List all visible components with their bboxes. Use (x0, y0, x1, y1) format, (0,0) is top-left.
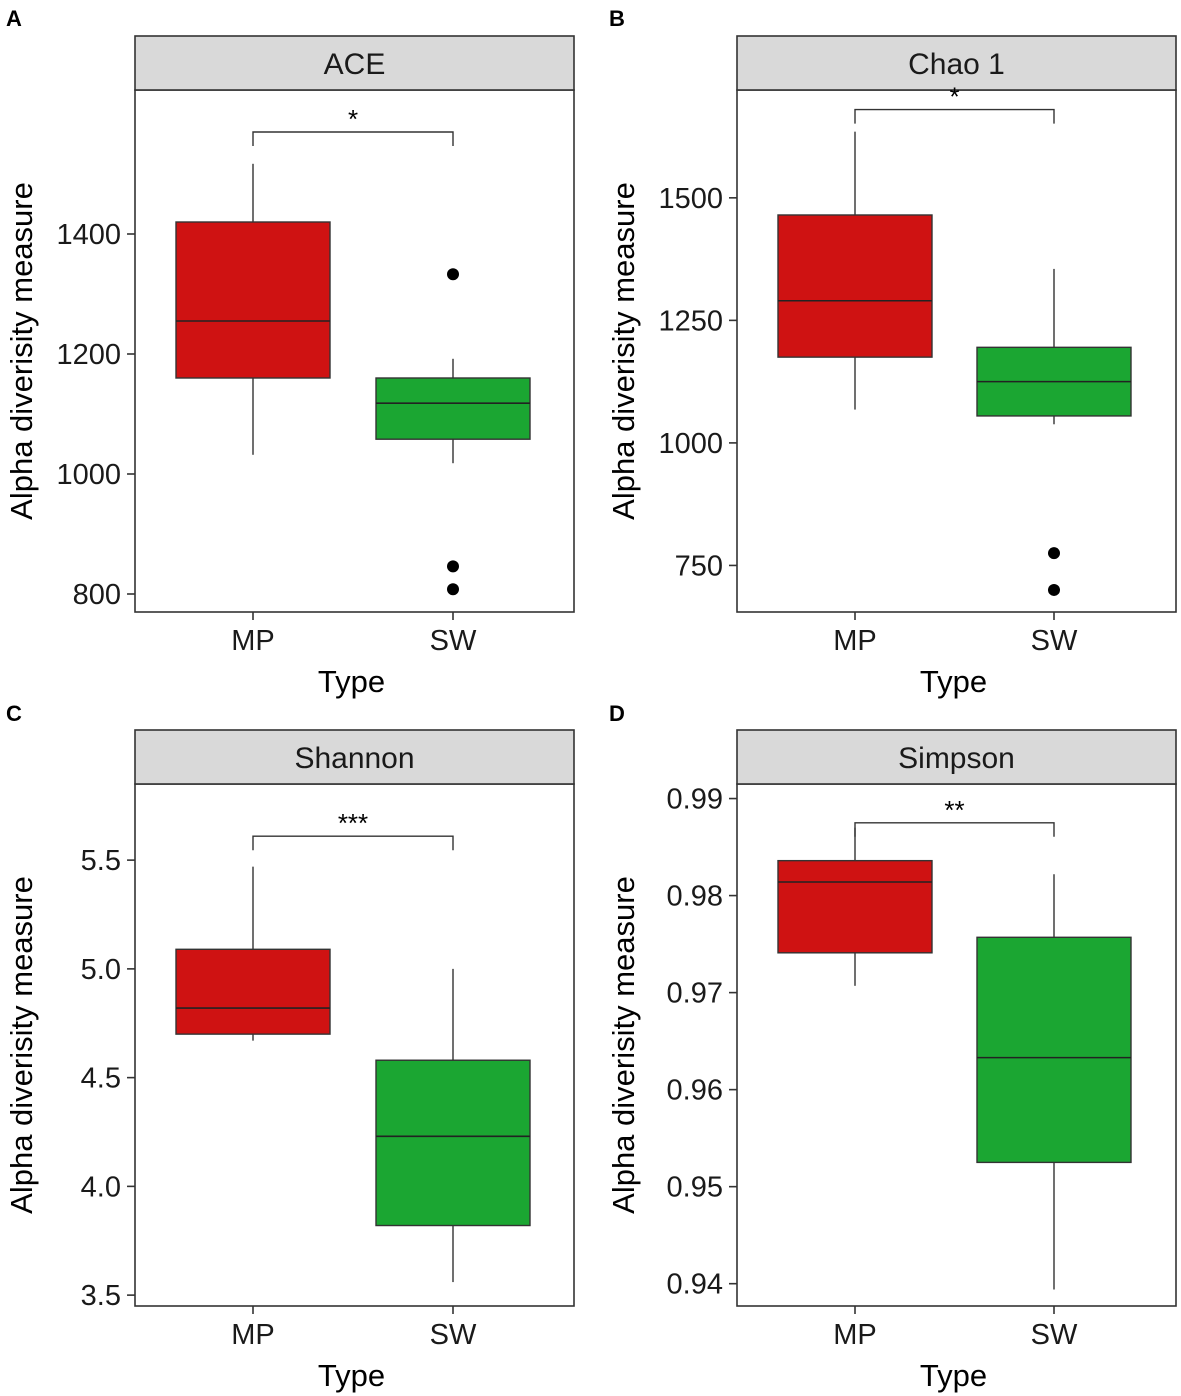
outlier-point (447, 583, 459, 596)
facet-strip (134, 35, 575, 91)
y-axis-title: Alpha diverisity measure (4, 876, 39, 1214)
y-tick-label: 1500 (658, 183, 723, 215)
x-tick-label: SW (1031, 1319, 1078, 1351)
panel-a: A ACE 800 1000 1200 1400 MP SW Type Alpha diveris… (4, 6, 575, 699)
x-axis-title: Type (318, 1358, 385, 1393)
y-tick-label: 0.94 (667, 1269, 723, 1301)
x-tick-label: MP (833, 1319, 877, 1351)
box-iqr (375, 377, 531, 440)
box-sw (375, 268, 531, 596)
box-mp (777, 827, 933, 986)
significance-bracket (854, 108, 1055, 124)
y-tick-label: 1200 (56, 339, 121, 371)
facet-strip (736, 729, 1177, 785)
y-tick-label: 0.98 (667, 881, 723, 913)
panel-d: D Simpson 0.94 0.95 0.96 0.97 0.98 0.99 MP SW Type… (606, 701, 1177, 1393)
y-tick-label: 4.5 (81, 1063, 121, 1095)
y-tick-label: 1400 (56, 219, 121, 251)
y-axis-title: Alpha diverisity measure (606, 876, 641, 1214)
y-tick-label: 0.99 (667, 784, 723, 816)
x-axis-title: Type (920, 1358, 987, 1393)
y-tick-label: 800 (73, 579, 121, 611)
x-tick-label: SW (1031, 625, 1078, 657)
facet-strip (736, 35, 1177, 91)
box-sw (976, 874, 1132, 1290)
significance-bracket (252, 131, 454, 146)
facet-strip (134, 729, 575, 785)
y-tick-label: 1000 (658, 428, 723, 460)
y-tick-label: 5.0 (81, 954, 121, 986)
box-mp (175, 866, 331, 1041)
box-sw (976, 268, 1132, 596)
panel-c: C Shannon 3.5 4.0 4.5 5.0 5.5 MP SW Type Alpha div… (4, 701, 575, 1393)
box-iqr (976, 936, 1132, 1164)
outlier-point (1048, 547, 1060, 560)
box-iqr (175, 948, 331, 1035)
y-tick-label: 4.0 (81, 1171, 121, 1203)
box-mp (777, 131, 933, 410)
significance-label: ** (944, 795, 964, 825)
panel-letter: D (609, 701, 625, 726)
outlier-point (447, 560, 459, 573)
x-tick-label: SW (430, 1319, 477, 1351)
y-tick-label: 0.96 (667, 1075, 723, 1107)
facet-title: Shannon (294, 742, 414, 775)
x-tick-label: MP (231, 1319, 275, 1351)
panel-letter: C (6, 701, 22, 726)
significance-bracket (252, 835, 454, 851)
box-mp (175, 163, 331, 455)
x-tick-label: MP (231, 625, 275, 657)
panel-letter: B (609, 6, 625, 31)
box-iqr (777, 859, 933, 954)
significance-label: * (348, 104, 358, 134)
y-tick-label: 1000 (56, 459, 121, 491)
panel-letter: A (6, 6, 22, 31)
y-tick-label: 0.97 (667, 978, 723, 1010)
box-iqr (175, 221, 331, 379)
box-sw (375, 968, 531, 1283)
significance-label: * (949, 82, 959, 112)
x-axis-title: Type (920, 664, 987, 699)
outlier-point (1048, 583, 1060, 596)
facet-title: Chao 1 (908, 48, 1005, 81)
y-tick-label: 1250 (658, 305, 723, 337)
box-iqr (375, 1059, 531, 1227)
significance-bracket (854, 822, 1055, 837)
y-tick-label: 3.5 (81, 1280, 121, 1312)
box-iqr (777, 214, 933, 358)
y-tick-label: 0.95 (667, 1172, 723, 1204)
y-axis-title: Alpha diverisity measure (4, 182, 39, 520)
x-tick-label: SW (430, 625, 477, 657)
x-tick-label: MP (833, 625, 877, 657)
facet-title: ACE (324, 48, 386, 81)
facet-title: Simpson (898, 742, 1015, 775)
y-axis-title: Alpha diverisity measure (606, 182, 641, 520)
plot-area (134, 783, 575, 1307)
panel-b: B Chao 1 750 1000 1250 1500 MP SW Type Alpha dive… (606, 6, 1177, 699)
y-tick-label: 5.5 (81, 845, 121, 877)
significance-label: *** (338, 808, 368, 838)
x-axis-title: Type (318, 664, 385, 699)
y-tick-label: 750 (675, 550, 723, 582)
outlier-point (447, 268, 459, 281)
